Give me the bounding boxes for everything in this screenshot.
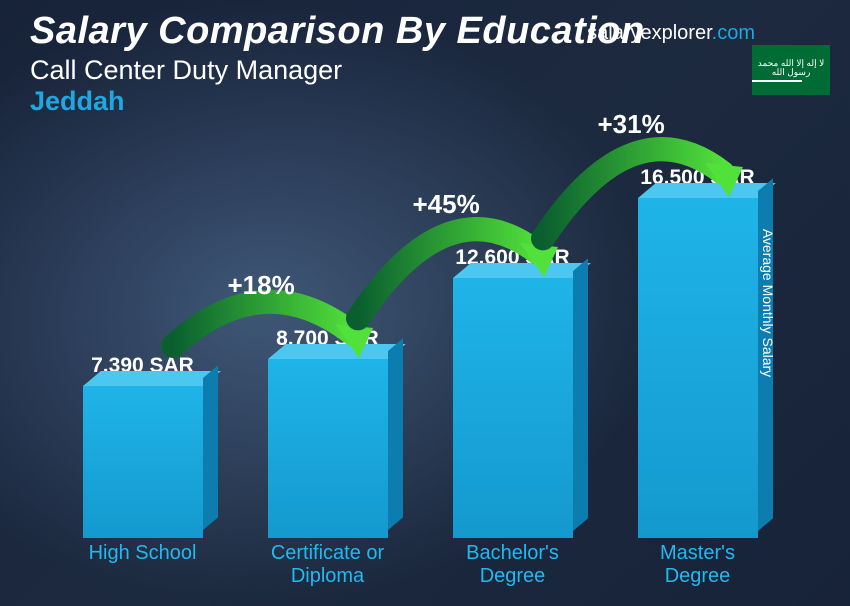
site-name: salaryexplorer.com <box>587 22 755 45</box>
bar <box>83 386 203 538</box>
percent-increase-label: +18% <box>228 270 295 301</box>
percent-increase-label: +45% <box>413 189 480 220</box>
category-label: High School <box>54 538 232 588</box>
flag-icon: لا إله إلا الله محمد رسول الله <box>752 45 830 95</box>
category-label: Bachelor'sDegree <box>424 538 602 588</box>
category-label: Master'sDegree <box>609 538 787 588</box>
category-label: Certificate orDiploma <box>239 538 417 588</box>
chart-title: Salary Comparison By Education <box>30 10 645 53</box>
y-axis-label: Average Monthly Salary <box>760 229 776 377</box>
job-title: Call Center Duty Manager <box>30 55 645 86</box>
location-label: Jeddah <box>30 86 645 117</box>
